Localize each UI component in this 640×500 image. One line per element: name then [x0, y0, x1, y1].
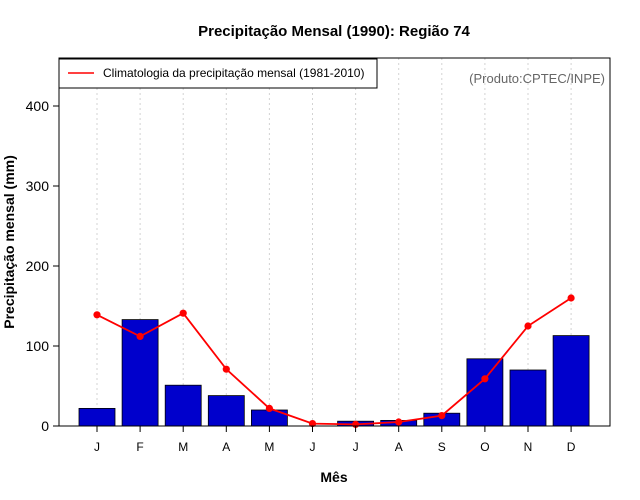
bar-12: [552, 335, 590, 427]
x-tick-label: O: [480, 440, 489, 454]
x-tick-label: M: [264, 440, 274, 454]
x-tick-label: D: [567, 440, 576, 454]
bar-11: [509, 369, 547, 427]
y-tick-label: 300: [26, 178, 50, 194]
x-tick-label: A: [222, 440, 230, 454]
climatology-line: [96, 297, 572, 426]
climatology-point-11: [524, 322, 532, 330]
legend-box: [58, 58, 378, 89]
climatology-point-4: [222, 365, 230, 373]
x-tick-label: J: [310, 440, 316, 454]
x-tick-label: S: [438, 440, 446, 454]
y-tick-label: 100: [26, 338, 50, 354]
x-tick-label: J: [94, 440, 100, 454]
bar-3: [164, 384, 202, 427]
bar-10: [466, 358, 504, 427]
bar-series: [78, 319, 590, 427]
y-axis-label: Precipitação mensal (mm): [1, 155, 17, 329]
y-tick-label: 400: [26, 98, 50, 114]
climatology-point-6: [308, 420, 317, 428]
y-tick-label: 0: [41, 418, 49, 434]
climatology-point-5: [265, 404, 273, 412]
climatology-point-1: [93, 311, 101, 319]
plot-frame: [58, 57, 611, 427]
x-tick-label: N: [524, 440, 533, 454]
legend-label: Climatologia da precipitação mensal (198…: [103, 66, 364, 80]
climatology-point-3: [179, 309, 187, 317]
climatology-line-series: [93, 294, 575, 428]
x-tick-label: M: [178, 440, 188, 454]
climatology-point-8: [395, 418, 403, 426]
legend: Climatologia da precipitação mensal (198…: [58, 58, 378, 89]
source-note: (Produto:CPTEC/INPE): [469, 71, 605, 86]
x-axis-label: Mês: [320, 469, 347, 485]
x-tick-label: F: [136, 440, 143, 454]
y-tick-label: 200: [26, 258, 50, 274]
bar-1: [78, 407, 116, 427]
climatology-point-9: [438, 412, 446, 420]
chart-title: Precipitação Mensal (1990): Região 74: [198, 23, 470, 40]
bar-4: [207, 395, 245, 427]
climatology-point-12: [567, 294, 575, 302]
y-axis: 0 100 200 300 400: [26, 98, 59, 434]
climatology-point-2: [136, 332, 144, 340]
x-tick-label: J: [353, 440, 359, 454]
x-tick-label: A: [395, 440, 403, 454]
climatology-point-10: [481, 375, 489, 383]
